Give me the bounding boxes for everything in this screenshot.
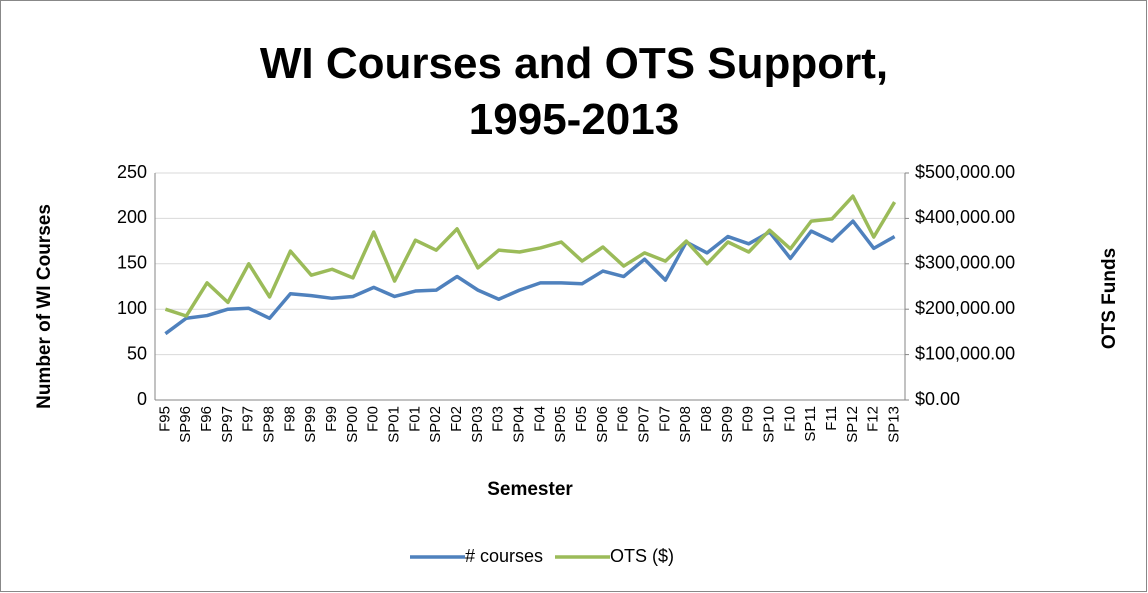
x-tick-label: F08	[698, 406, 715, 432]
x-tick-label: SP02	[427, 406, 444, 443]
x-tick-label: SP10	[761, 406, 778, 443]
chart-title: WI Courses and OTS Support, 1995-2013	[259, 39, 889, 144]
y-tick-label: 150	[117, 253, 147, 273]
x-tick-label: SP00	[344, 406, 361, 443]
x-tick-label: F03	[490, 406, 507, 432]
x-tick-label: F99	[323, 406, 340, 432]
y2-tick-label: $200,000.00	[915, 298, 1015, 318]
x-tick-label: SP98	[261, 406, 278, 443]
x-tick-label: F10	[781, 406, 798, 432]
x-tick-label: SP06	[594, 406, 611, 443]
y2-tick-label: $400,000.00	[915, 207, 1015, 227]
legend-label: # courses	[465, 546, 543, 566]
y-tick-label: 50	[127, 343, 147, 363]
x-tick-label: SP08	[677, 406, 694, 443]
x-tick-label: F01	[406, 406, 423, 432]
x-tick-label: F05	[573, 406, 590, 432]
y-tick-label: 100	[117, 298, 147, 318]
x-tick-label: F95	[156, 406, 173, 432]
series-line	[164, 219, 896, 336]
x-tick-label: F97	[240, 406, 257, 432]
x-tick-label: F11	[823, 406, 840, 431]
x-axis-title: Semester	[487, 479, 573, 500]
legend-label: OTS ($)	[610, 546, 674, 566]
x-tick-label: F96	[198, 406, 215, 432]
x-tick-label: SP99	[302, 406, 319, 443]
x-tick-label: F02	[448, 406, 465, 432]
x-tick-label: F98	[281, 406, 298, 432]
x-tick-label: SP09	[719, 406, 736, 443]
y-axis-title: Number of WI Courses	[34, 204, 55, 409]
y2-tick-label: $100,000.00	[915, 343, 1015, 363]
y2-tick-label: $500,000.00	[915, 162, 1015, 182]
x-tick-label: F00	[365, 406, 382, 432]
y2-tick-label: $0.00	[915, 389, 960, 409]
x-tick-label: SP11	[802, 406, 819, 442]
x-tick-label: F04	[531, 406, 548, 432]
x-tick-label: SP97	[219, 406, 236, 443]
x-tick-label: SP96	[177, 406, 194, 443]
y2-tick-label: $300,000.00	[915, 253, 1015, 273]
y-tick-label: 250	[117, 162, 147, 182]
x-tick-label: SP04	[511, 406, 528, 443]
x-tick-label: SP13	[886, 406, 903, 443]
x-tick-label: SP12	[844, 406, 861, 443]
x-tick-label: SP05	[552, 406, 569, 443]
y-tick-label: 0	[137, 389, 147, 409]
series-line	[164, 194, 897, 318]
y2-axis-title: OTS Funds	[1099, 248, 1120, 349]
x-tick-label: F07	[656, 406, 673, 432]
x-tick-label: F06	[615, 406, 632, 432]
x-tick-label: F09	[740, 406, 757, 432]
x-tick-label: SP03	[469, 406, 486, 443]
x-tick-label: SP01	[386, 406, 403, 443]
x-tick-label: SP07	[636, 406, 653, 443]
y-tick-label: 200	[117, 207, 147, 227]
x-tick-label: F12	[865, 406, 882, 432]
